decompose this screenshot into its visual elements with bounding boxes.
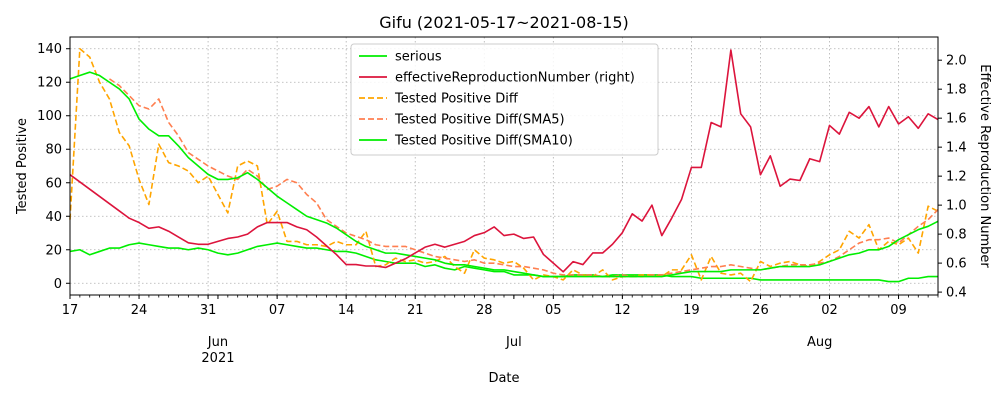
legend-label-2: Tested Positive Diff: [394, 92, 519, 107]
y-right-tick-label: 1.0: [946, 199, 967, 214]
y-right-tick-label: 1.8: [946, 83, 967, 98]
x-day-tick-label: 21: [407, 303, 424, 318]
chart-title: Gifu (2021-05-17~2021-08-15): [379, 13, 629, 32]
legend-label-0: serious: [395, 50, 442, 65]
grid-layer: [69, 37, 938, 295]
y-left-tick-label: 20: [45, 243, 62, 258]
series-line-1: [69, 49, 939, 273]
y-left-tick-label: 60: [45, 176, 62, 191]
x-day-tick-label: 14: [338, 303, 355, 318]
series-line-2: [69, 47, 939, 283]
legend-label-4: Tested Positive Diff(SMA10): [394, 134, 573, 149]
y-left-tick-label: 40: [45, 210, 62, 225]
y-left-tick-label: 120: [37, 76, 62, 91]
x-axis-title: Date: [488, 371, 519, 386]
y-left-tick-label: 100: [37, 109, 62, 124]
series-layer: [69, 47, 939, 283]
legend-box: [350, 43, 659, 156]
x-day-tick-label: 02: [821, 303, 838, 318]
series-line-0: [69, 242, 938, 283]
y-right-tick-label: 1.4: [946, 141, 967, 156]
legend-label-1: effectiveReproductionNumber (right): [395, 71, 635, 86]
y-right-tick-label: 0.6: [946, 257, 967, 272]
y-left-tick-label: 0: [54, 277, 62, 292]
x-month-tick-label: Aug: [807, 335, 832, 350]
series-line-4: [69, 71, 939, 278]
x-day-tick-label: 05: [545, 303, 562, 318]
x-day-tick-label: 19: [683, 303, 700, 318]
y-right-tick-label: 1.6: [946, 112, 967, 127]
y-axis-right-title: Effective Reproduction Number: [977, 64, 992, 268]
x-day-tick-label: 31: [200, 303, 217, 318]
y-right-tick-label: 0.8: [946, 228, 967, 243]
legend-label-3: Tested Positive Diff(SMA5): [394, 113, 565, 128]
x-day-tick-label: 26: [752, 303, 769, 318]
x-month-tick-label: Jun: [207, 335, 228, 350]
x-day-tick-label: 17: [62, 303, 79, 318]
axis-layer: 0204060801001201400.40.60.81.01.21.41.61…: [37, 42, 967, 366]
x-day-tick-label: 24: [131, 303, 148, 318]
y-right-tick-label: 1.2: [946, 170, 967, 185]
x-month-tick-label: Jul: [505, 335, 522, 350]
y-left-tick-label: 140: [37, 42, 62, 57]
x-day-tick-label: 07: [269, 303, 286, 318]
x-day-tick-label: 09: [890, 303, 907, 318]
x-day-tick-label: 28: [476, 303, 493, 318]
y-right-tick-label: 0.4: [946, 286, 967, 301]
y-left-tick-label: 80: [45, 143, 62, 158]
legend: serious effectiveReproductionNumber (righ…: [350, 43, 659, 156]
x-year-label: 2021: [201, 351, 234, 366]
y-right-tick-label: 2.0: [946, 54, 967, 69]
y-axis-left-title: Tested Positive: [15, 118, 30, 215]
x-day-tick-label: 12: [614, 303, 631, 318]
